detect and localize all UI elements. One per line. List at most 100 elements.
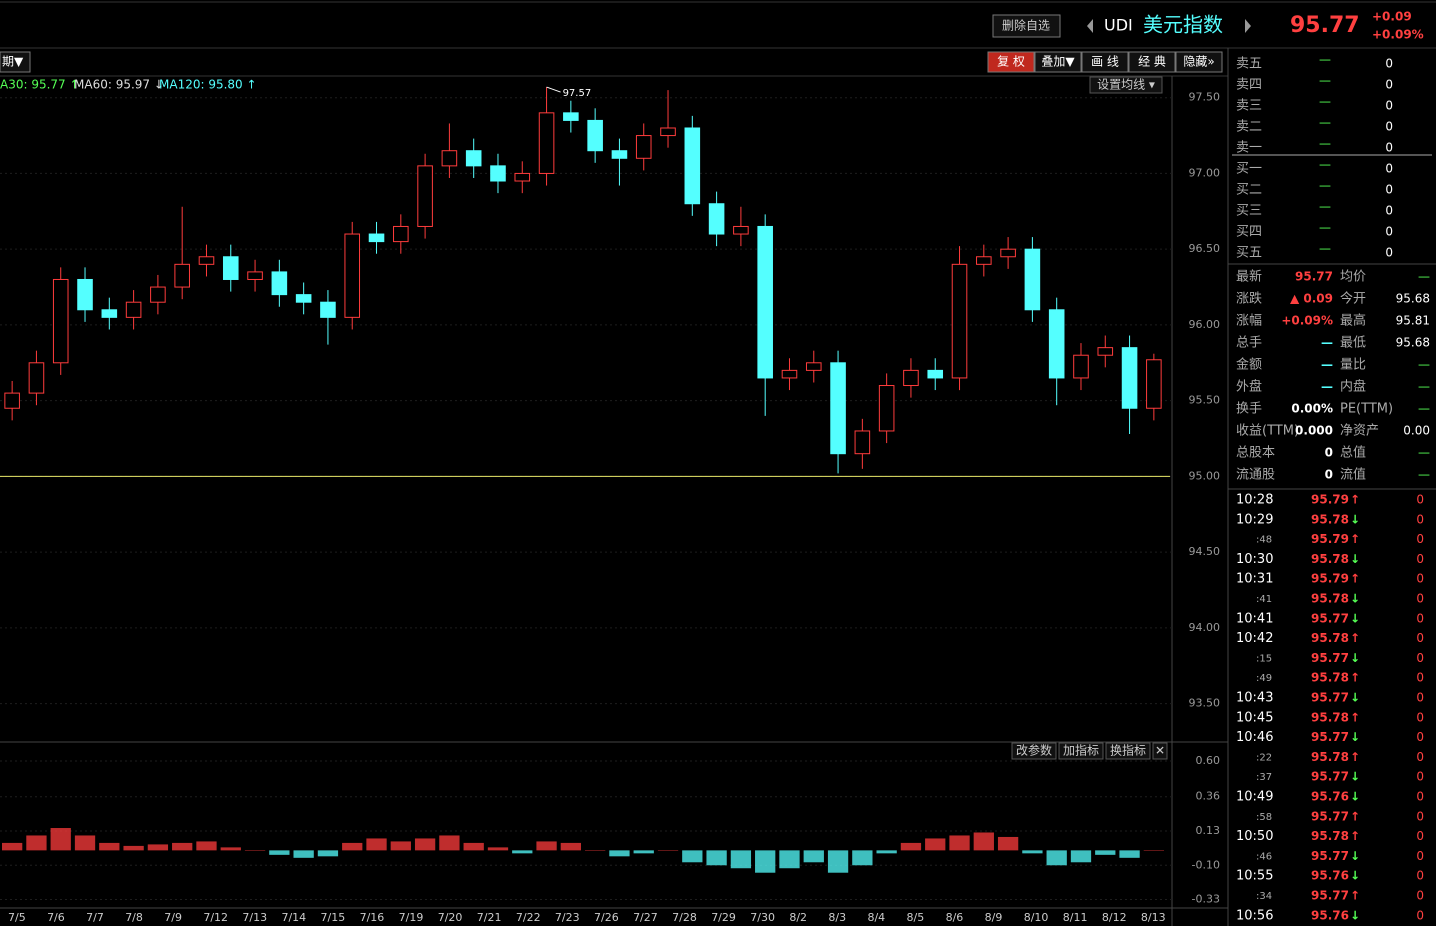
tool-button[interactable]: [1175, 51, 1223, 73]
indicator-button[interactable]: [1105, 742, 1151, 760]
macd-bar: [244, 850, 266, 851]
tool-button[interactable]: [987, 51, 1035, 73]
tick-time: :41: [1256, 594, 1272, 605]
macd-bar: [317, 850, 339, 857]
tick-time: :34: [1256, 891, 1272, 902]
macd-bar: [366, 838, 387, 851]
candle-body: [976, 256, 992, 265]
indicator-label[interactable]: 换指标: [1110, 743, 1146, 758]
delete-label[interactable]: 删除自选: [1002, 18, 1050, 33]
tick-time: 10:56: [1236, 908, 1273, 923]
stat-value: —: [1418, 402, 1430, 416]
book-price: —: [1319, 179, 1331, 193]
tick-arrow: ↑: [1350, 532, 1360, 546]
tick-time: 10:50: [1236, 829, 1273, 844]
book-price: —: [1319, 200, 1331, 214]
ma-setting-label[interactable]: 设置均线 ▾: [1097, 78, 1155, 92]
book-label: 卖五: [1236, 57, 1262, 72]
period-label[interactable]: 期▼: [2, 55, 24, 69]
candle-body: [344, 233, 361, 318]
stat-label: 今开: [1340, 291, 1366, 307]
tick-volume: 0: [1416, 631, 1424, 645]
y-tick-label: 95.00: [1189, 469, 1221, 482]
macd-bar: [973, 832, 994, 851]
macd-bar: [609, 850, 630, 857]
tool-label[interactable]: 画 线: [1091, 55, 1119, 69]
candle-body: [295, 294, 312, 303]
tick-price: 95.78: [1311, 671, 1349, 685]
tool-label[interactable]: 隐藏»: [1183, 55, 1214, 69]
x-tick-label: 7/8: [125, 911, 143, 924]
candle-body: [587, 119, 603, 152]
ma-legend: A30: 95.77 ↑: [0, 78, 80, 92]
candle-body: [174, 263, 190, 288]
candle-body: [4, 392, 20, 409]
tick-arrow: ↓: [1350, 611, 1360, 625]
tick-time: 10:45: [1236, 710, 1273, 725]
ma-legend: MA120: 95.80 ↑: [159, 78, 257, 92]
macd-bar: [74, 835, 96, 851]
indicator-button[interactable]: [1152, 742, 1168, 760]
next-arrow[interactable]: [1245, 19, 1251, 33]
macd-bar: [876, 850, 897, 854]
stat-value: +0.09%: [1281, 314, 1333, 328]
stat-label: 净资产: [1340, 424, 1379, 439]
stat-value: ▲ 0.09: [1290, 292, 1333, 306]
delete-button[interactable]: [992, 14, 1061, 38]
stat-label: 收益(TTM): [1236, 424, 1299, 439]
x-tick-label: 8/3: [828, 911, 846, 924]
tick-volume: 0: [1416, 671, 1424, 685]
period-button[interactable]: [0, 51, 31, 73]
candle-body: [951, 263, 968, 379]
tick-volume: 0: [1416, 750, 1424, 764]
candle-body: [150, 286, 166, 303]
candle-body: [490, 165, 506, 182]
candle-body: [684, 127, 701, 205]
y-tick-label: 96.50: [1189, 242, 1221, 255]
macd-bar: [26, 835, 47, 851]
indicator-label[interactable]: ✕: [1155, 744, 1165, 758]
tick-arrow: ↑: [1350, 710, 1360, 724]
macd-tick-label: 0.36: [1196, 790, 1221, 803]
x-tick-label: 7/7: [86, 911, 104, 924]
tick-arrow: ↑: [1350, 493, 1360, 507]
stat-value: —: [1418, 358, 1430, 372]
tick-volume: 0: [1416, 829, 1424, 843]
candle-body: [1048, 309, 1065, 379]
tool-button[interactable]: [1034, 51, 1082, 73]
tick-price: 95.78: [1311, 710, 1349, 724]
tick-price: 95.77: [1311, 770, 1349, 784]
book-label: 卖三: [1236, 99, 1262, 114]
tool-label[interactable]: 经 典: [1138, 55, 1166, 69]
code: UDI: [1104, 16, 1133, 35]
tool-label[interactable]: 叠加▼: [1041, 55, 1075, 69]
macd-bar: [585, 850, 606, 851]
x-tick-label: 8/6: [946, 911, 964, 924]
prev-arrow[interactable]: [1087, 19, 1093, 33]
tool-button[interactable]: [1081, 51, 1129, 73]
indicator-button[interactable]: [1058, 742, 1104, 760]
tick-price: 95.78: [1311, 592, 1349, 606]
stat-label: 最低: [1340, 336, 1366, 351]
book-price: —: [1319, 158, 1331, 172]
stat-label: PE(TTM): [1340, 402, 1393, 417]
x-tick-label: 7/14: [281, 911, 306, 924]
ma-setting-button[interactable]: [1089, 76, 1163, 94]
indicator-label[interactable]: 改参数: [1016, 743, 1052, 758]
book-label: 卖四: [1236, 78, 1262, 93]
x-tick-label: 8/12: [1102, 911, 1127, 924]
price: 95.77: [1290, 13, 1360, 38]
x-tick-label: 7/21: [477, 911, 502, 924]
book-price: —: [1319, 116, 1331, 130]
stat-value: —: [1418, 446, 1430, 460]
tick-arrow: ↓: [1350, 691, 1360, 705]
tool-button[interactable]: [1128, 51, 1176, 73]
indicator-button[interactable]: [1011, 742, 1057, 760]
indicator-label[interactable]: 加指标: [1063, 743, 1099, 758]
candle-body: [757, 225, 773, 379]
tick-time: :15: [1256, 653, 1272, 664]
tick-volume: 0: [1416, 552, 1424, 566]
tick-volume: 0: [1416, 532, 1424, 546]
tool-label[interactable]: 复 权: [997, 55, 1025, 69]
tick-arrow: ↓: [1350, 512, 1360, 526]
